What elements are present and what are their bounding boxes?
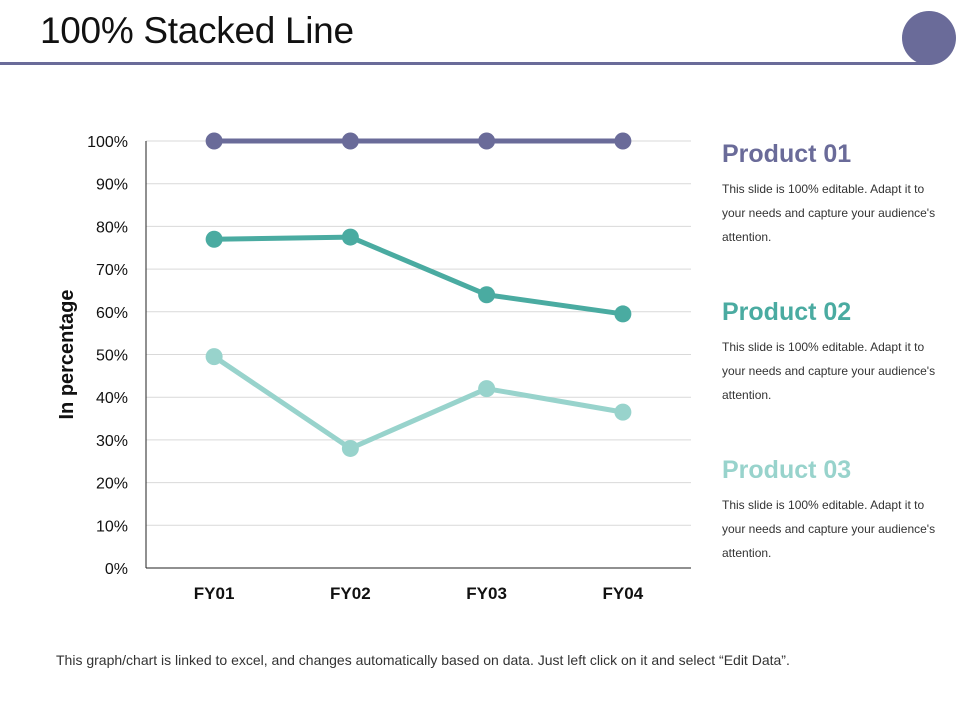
x-tick-label: FY02 (330, 584, 371, 603)
x-tick-label: FY04 (603, 584, 644, 603)
slide-title: 100% Stacked Line (40, 10, 354, 51)
title-decoration-circle (902, 11, 956, 65)
data-point (614, 305, 632, 323)
data-point (478, 132, 496, 150)
y-tick-label: 50% (96, 348, 128, 365)
product-01-description: This slide is 100% editable. Adapt it to… (722, 182, 936, 244)
legend-product-03: Product 03 This slide is 100% editable. … (722, 456, 942, 565)
data-point (614, 132, 632, 150)
product-01-name: Product 01 (722, 140, 852, 168)
legend-product-02: Product 02 This slide is 100% editable. … (722, 298, 942, 407)
legend-product-01: Product 01 This slide is 100% editable. … (722, 140, 942, 249)
y-tick-label: 40% (96, 390, 128, 407)
product-03-description: This slide is 100% editable. Adapt it to… (722, 498, 936, 560)
data-point (205, 132, 223, 150)
y-tick-label: 60% (96, 305, 128, 322)
y-tick-label: 90% (96, 177, 128, 194)
data-point (478, 380, 496, 398)
y-tick-label: 10% (96, 518, 128, 535)
x-tick-label: FY03 (466, 584, 507, 603)
series-line-2 (211, 234, 626, 317)
data-point (205, 348, 223, 366)
data-point (205, 230, 223, 248)
y-tick-label: 30% (96, 433, 128, 450)
footnote: This graph/chart is linked to excel, and… (56, 652, 790, 668)
y-axis-title: In percentage (56, 289, 78, 419)
series-line-3 (211, 354, 626, 451)
data-point (341, 439, 359, 457)
y-tick-label: 20% (96, 476, 128, 493)
data-point (614, 403, 632, 421)
y-tick-label: 70% (96, 262, 128, 279)
product-02-name: Product 02 (722, 298, 852, 326)
x-tick-label: FY01 (194, 584, 235, 603)
product-02-description: This slide is 100% editable. Adapt it to… (722, 340, 936, 402)
y-tick-label: 100% (87, 134, 128, 151)
data-point (341, 132, 359, 150)
data-point (478, 286, 496, 304)
title-underline (0, 62, 930, 65)
y-tick-label: 0% (105, 561, 128, 578)
y-tick-label: 80% (96, 219, 128, 236)
data-point (341, 228, 359, 246)
product-03-name: Product 03 (722, 456, 852, 484)
